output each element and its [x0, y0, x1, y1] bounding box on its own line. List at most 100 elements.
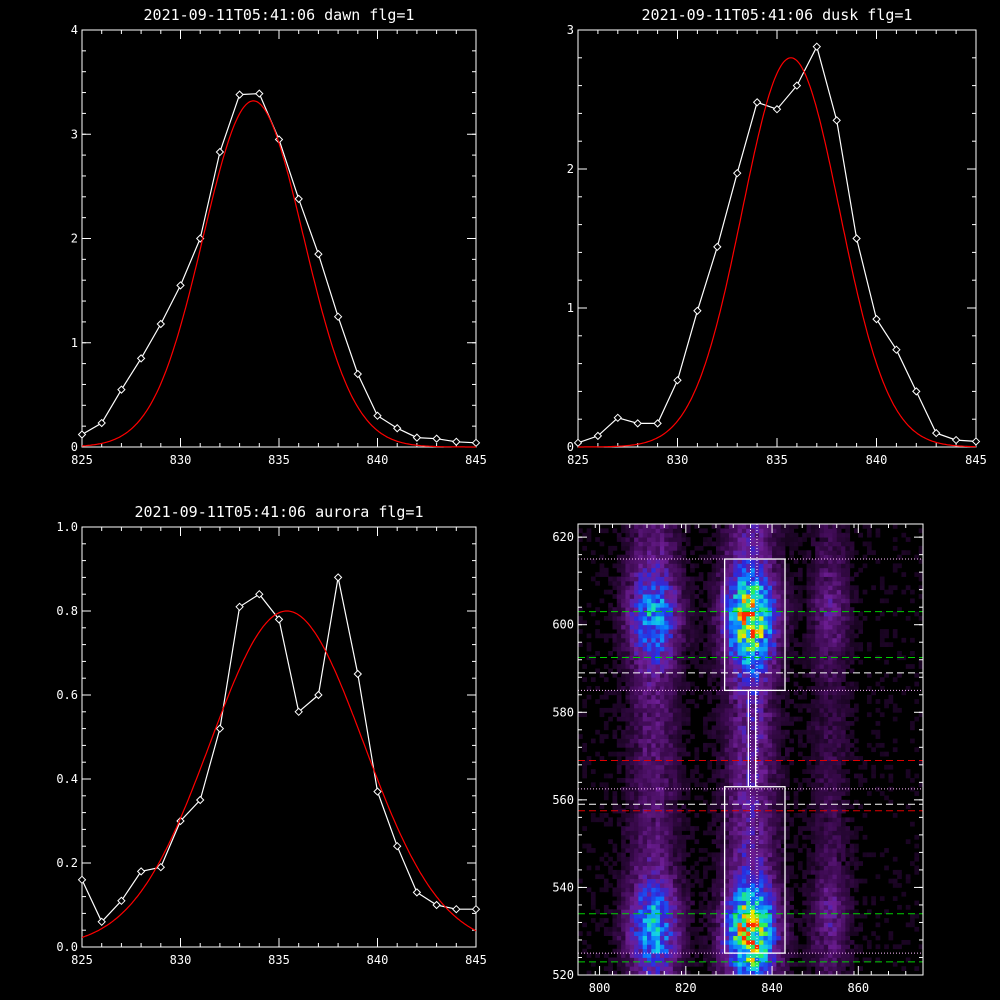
heatmap-cell	[681, 524, 687, 529]
heatmap-cell	[685, 524, 691, 529]
heatmap-cell	[642, 900, 648, 906]
heatmap-cell	[711, 524, 717, 529]
heatmap-cell	[629, 961, 635, 967]
heatmap-cell	[655, 848, 661, 853]
heatmap-cell	[737, 602, 743, 608]
heatmap-cell	[763, 659, 769, 665]
heatmap-cell	[612, 633, 618, 639]
heatmap-cell	[595, 729, 600, 735]
heatmap-cell	[638, 524, 644, 529]
data-point-marker	[314, 249, 323, 259]
heatmap-cell	[651, 953, 657, 958]
heatmap-cell	[655, 966, 661, 972]
heatmap-cell	[776, 707, 782, 713]
heatmap-cell	[741, 848, 747, 853]
heatmap-cell	[720, 878, 726, 884]
heatmap-cell	[655, 611, 661, 617]
heatmap-cell	[638, 891, 644, 897]
heatmap-cell	[728, 926, 734, 932]
heatmap-cell	[681, 620, 687, 626]
heatmap-cell	[634, 567, 639, 573]
heatmap-cell	[677, 891, 682, 897]
heatmap-cell	[759, 904, 764, 910]
heatmap-cell	[698, 935, 704, 941]
heatmap-cell	[668, 834, 674, 840]
heatmap-cell	[789, 961, 795, 967]
heatmap-cell	[776, 620, 782, 626]
heatmap-cell	[780, 738, 786, 744]
heatmap-cell	[681, 848, 687, 853]
heatmap-cell	[672, 769, 678, 774]
heatmap-cell	[690, 834, 695, 840]
heatmap-cell	[711, 567, 717, 573]
heatmap-cell	[733, 707, 738, 713]
heatmap-cell	[741, 585, 747, 591]
heatmap-cell	[621, 707, 626, 713]
heatmap-cell	[694, 935, 700, 941]
heatmap-cell	[625, 615, 631, 621]
heatmap-cell	[681, 869, 687, 875]
heatmap-cell	[780, 861, 786, 866]
heatmap-cell	[612, 594, 618, 599]
heatmap-cell	[638, 791, 644, 796]
heatmap-cell	[642, 878, 648, 884]
heatmap-cell	[750, 839, 756, 845]
heatmap-cell	[716, 791, 721, 796]
heatmap-cell	[810, 826, 816, 831]
heatmap-cell	[612, 939, 618, 945]
heatmap-cell	[711, 589, 717, 595]
heatmap-cell	[776, 699, 782, 704]
heatmap-cell	[810, 900, 816, 906]
heatmap-cell	[698, 650, 704, 656]
heatmap-cell	[612, 703, 618, 709]
heatmap-cell	[815, 567, 820, 573]
heatmap-cell	[733, 563, 738, 569]
heatmap-cell	[655, 742, 661, 748]
heatmap-cell	[789, 760, 795, 766]
heatmap-cell	[776, 690, 782, 696]
heatmap-cell	[629, 550, 635, 556]
heatmap-cell	[776, 830, 782, 836]
heatmap-cell	[638, 764, 644, 770]
heatmap-cell	[823, 957, 829, 963]
heatmap-cell	[651, 602, 657, 608]
heatmap-cell	[651, 677, 657, 683]
heatmap-cell	[647, 953, 652, 958]
heatmap-cell	[797, 751, 803, 757]
heatmap-cell	[651, 703, 657, 709]
heatmap-cell	[703, 620, 708, 626]
heatmap-cell	[677, 874, 682, 880]
heatmap-cell	[595, 817, 600, 823]
heatmap-cell	[716, 598, 721, 604]
heatmap-cell	[823, 834, 829, 840]
heatmap-cell	[724, 896, 730, 901]
heatmap-cell	[815, 821, 820, 827]
heatmap-cell	[815, 751, 820, 757]
heatmap-cell	[720, 891, 726, 897]
heatmap-cell	[651, 594, 657, 599]
heatmap-cell	[802, 659, 807, 665]
heatmap-cell	[677, 576, 682, 582]
heatmap-cell	[629, 861, 635, 866]
heatmap-cell	[716, 918, 721, 923]
heatmap-cell	[685, 528, 691, 534]
heatmap-cell	[621, 580, 626, 586]
heatmap-cell	[724, 659, 730, 665]
heatmap-cell	[772, 970, 777, 976]
heatmap-cell	[746, 843, 751, 849]
heatmap-cell	[772, 620, 777, 626]
heatmap-cell	[681, 576, 687, 582]
heatmap-cell	[737, 677, 743, 683]
heatmap-cell	[681, 537, 687, 542]
heatmap-cell	[677, 550, 682, 556]
heatmap-cell	[737, 668, 743, 674]
heatmap-cell	[728, 861, 734, 866]
heatmap-cell	[655, 773, 661, 779]
heatmap-cell	[763, 817, 769, 823]
heatmap-cell	[711, 856, 717, 862]
heatmap-cell	[685, 909, 691, 915]
heatmap-cell	[750, 607, 756, 612]
heatmap-cell	[780, 734, 786, 739]
heatmap-cell	[754, 865, 760, 871]
heatmap-cell	[772, 725, 777, 731]
